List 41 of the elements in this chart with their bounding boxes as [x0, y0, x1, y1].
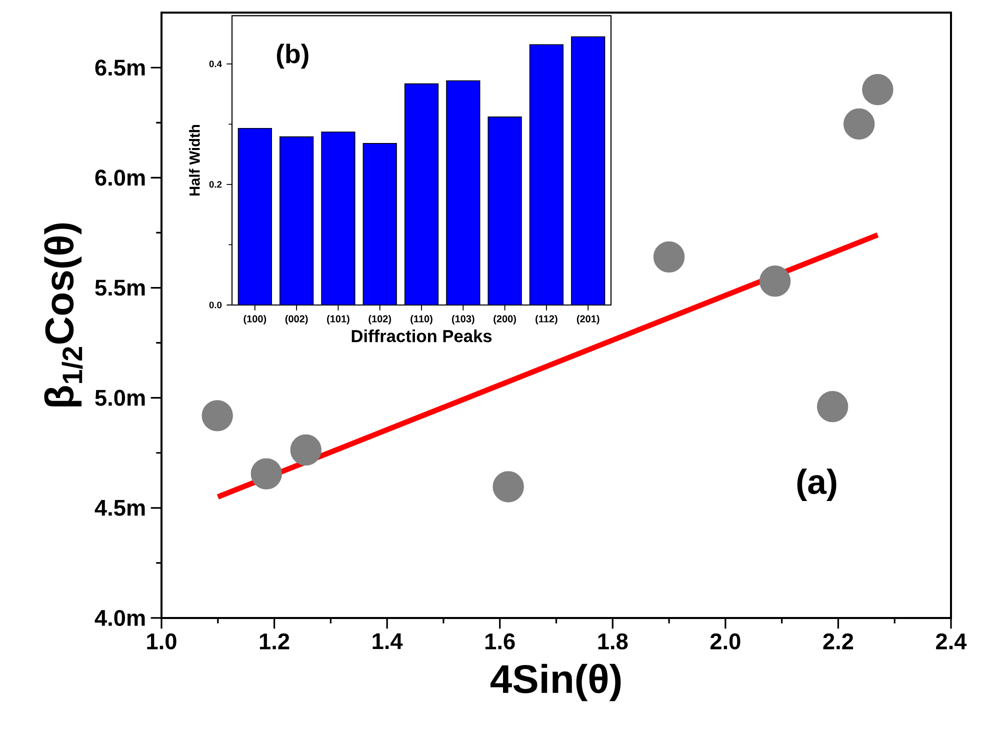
y-tick-label: 6.5m: [95, 60, 145, 76]
point: [492, 471, 524, 502]
x-tick-label: (101): [327, 315, 350, 324]
x-tick-label: (002): [285, 315, 308, 324]
y-tick-label: 0.0: [209, 302, 222, 308]
point: [290, 434, 322, 466]
point: [843, 108, 875, 140]
annotation: (b): [276, 44, 308, 69]
point: [653, 241, 685, 273]
point: [816, 391, 848, 422]
x-tick-label: 2.0: [710, 633, 740, 650]
x-tick-label: 2.2: [823, 633, 854, 650]
x-tick-label: 1.0: [147, 633, 176, 650]
x-tick-label: (112): [536, 315, 558, 324]
y-tick-label: 4.5m: [94, 500, 145, 516]
y-tick-label: 0.4: [209, 60, 222, 68]
x-tick-label: 1.6: [486, 633, 515, 650]
x-tick-label: 1.4: [372, 633, 403, 649]
y-axis-title: β$_{1/2}$Cos(θ): [44, 223, 83, 406]
point: [250, 458, 282, 490]
point: [759, 266, 791, 297]
point: [202, 400, 233, 432]
x-tick-label: 1.8: [598, 633, 628, 650]
point: [862, 74, 894, 106]
annotation: (a): [797, 468, 836, 501]
x-tick-label: (200): [494, 315, 516, 324]
x-tick-label: 1.2: [260, 633, 290, 650]
x-axis-title: Diffraction Peaks: [352, 329, 492, 342]
y-tick-label: 4.0m: [94, 610, 145, 626]
x-tick-label: 2.4: [936, 633, 967, 650]
x-tick-label: (201): [576, 315, 600, 324]
y-tick-label: 5.0m: [95, 390, 145, 406]
y-tick-label: 6.0m: [95, 170, 145, 186]
x-tick-label: (103): [452, 315, 474, 324]
y-tick-label: 0.2: [209, 181, 222, 188]
x-tick-label: (102): [368, 315, 392, 324]
x-tick-label: (110): [410, 315, 432, 324]
y-axis-title: Half Width: [189, 125, 200, 196]
y-tick-label: 5.5m: [95, 280, 145, 296]
x-tick-label: (100): [244, 315, 266, 324]
x-axis-title: 4Sin(θ): [490, 664, 621, 702]
